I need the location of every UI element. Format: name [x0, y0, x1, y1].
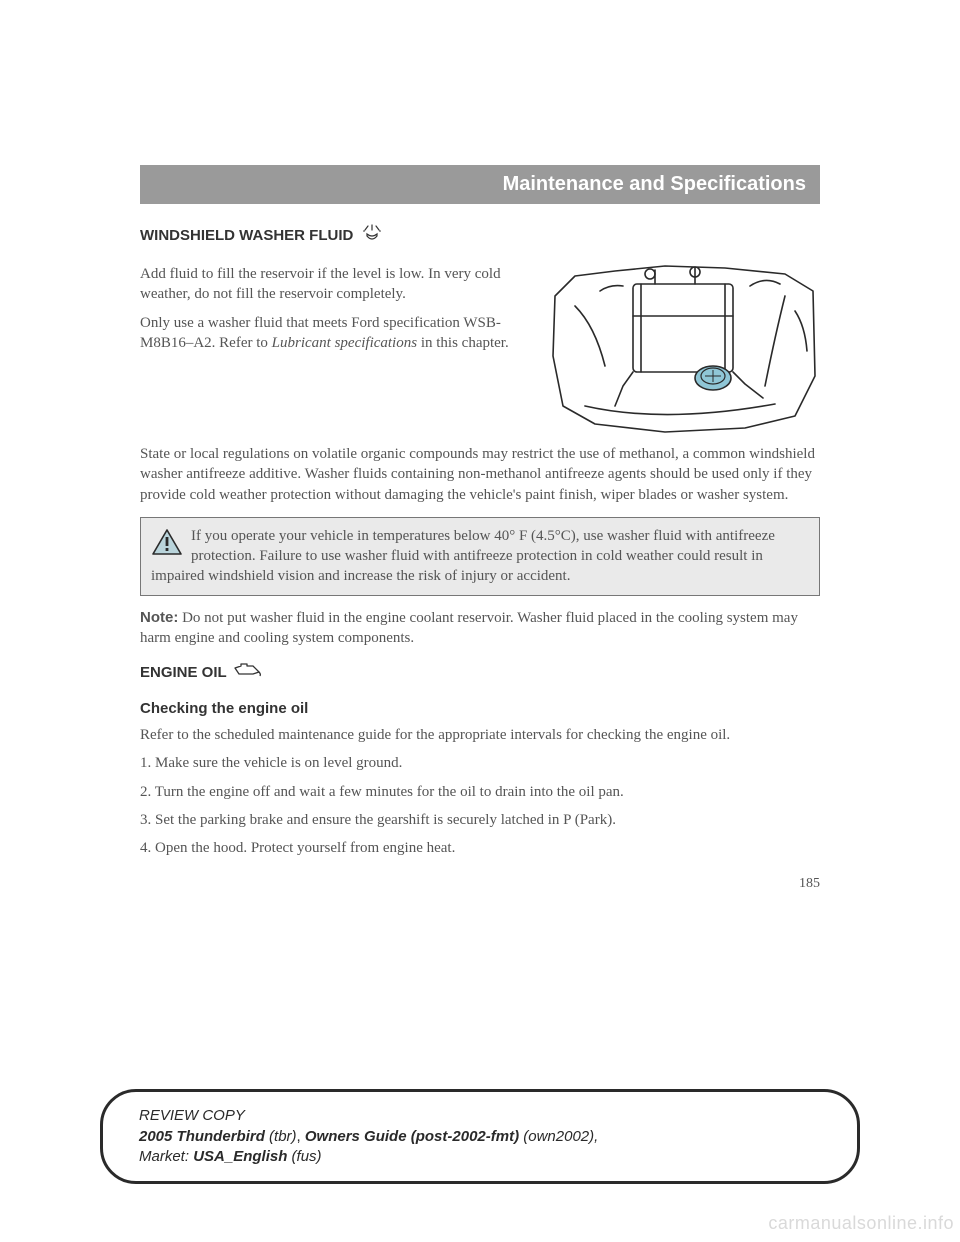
step-1: 1. Make sure the vehicle is on level gro…: [140, 753, 820, 773]
warning-callout: If you operate your vehicle in temperatu…: [140, 517, 820, 596]
f2e: (own2002),: [519, 1128, 598, 1145]
footer-line-2: 2005 Thunderbird (tbr), Owners Guide (po…: [139, 1127, 821, 1147]
step-4: 4. Open the hood. Protect yourself from …: [140, 838, 820, 858]
p2-italic: Lubricant specifications: [272, 335, 417, 351]
f2a: 2005 Thunderbird: [139, 1128, 265, 1145]
step-2: 2. Turn the engine off and wait a few mi…: [140, 782, 820, 802]
oil-can-icon: [233, 662, 263, 682]
section1-p1: Add fluid to fill the reservoir if the l…: [140, 264, 527, 305]
section-title-text: WINDSHIELD WASHER FLUID: [140, 227, 353, 244]
note-label: Note:: [140, 609, 178, 626]
watermark-text: carmanualsonline.info: [768, 1213, 954, 1234]
section1-p2: Only use a washer fluid that meets Ford …: [140, 313, 527, 354]
section1-left-column: Add fluid to fill the reservoir if the l…: [140, 256, 527, 436]
footer-review-box: REVIEW COPY 2005 Thunderbird (tbr), Owne…: [100, 1089, 860, 1184]
f3c: (fus): [287, 1148, 321, 1165]
f3a: Market:: [139, 1148, 193, 1165]
note-text: Do not put washer fluid in the engine co…: [140, 610, 798, 646]
note-paragraph: Note: Do not put washer fluid in the eng…: [140, 608, 820, 649]
section-engine-oil-title: ENGINE OIL: [140, 662, 820, 682]
checking-oil-subtitle: Checking the engine oil: [140, 700, 820, 717]
warning-text: If you operate your vehicle in temperatu…: [151, 528, 775, 585]
f2d: Owners Guide (post-2002-fmt): [305, 1128, 519, 1145]
engine-bay-illustration: [545, 256, 820, 436]
washer-fluid-icon: [359, 224, 385, 246]
section-windshield-title: WINDSHIELD WASHER FLUID: [140, 224, 820, 246]
warning-triangle-icon: [151, 528, 183, 556]
page-number: 185: [140, 876, 820, 892]
f3b: USA_English: [193, 1148, 287, 1165]
f2b: (tbr): [265, 1128, 297, 1145]
chapter-header: Maintenance and Specifications: [140, 165, 820, 204]
f2c: ,: [297, 1128, 305, 1145]
footer-line-3: Market: USA_English (fus): [139, 1147, 821, 1167]
footer-line-1: REVIEW COPY: [139, 1106, 821, 1126]
section2-p1: Refer to the scheduled maintenance guide…: [140, 725, 820, 745]
section1-p3: State or local regulations on volatile o…: [140, 444, 820, 505]
washer-cap-highlight: [695, 366, 731, 390]
step-3: 3. Set the parking brake and ensure the …: [140, 810, 820, 830]
p2b: in this chapter.: [417, 335, 509, 351]
engine-oil-title-text: ENGINE OIL: [140, 664, 227, 681]
